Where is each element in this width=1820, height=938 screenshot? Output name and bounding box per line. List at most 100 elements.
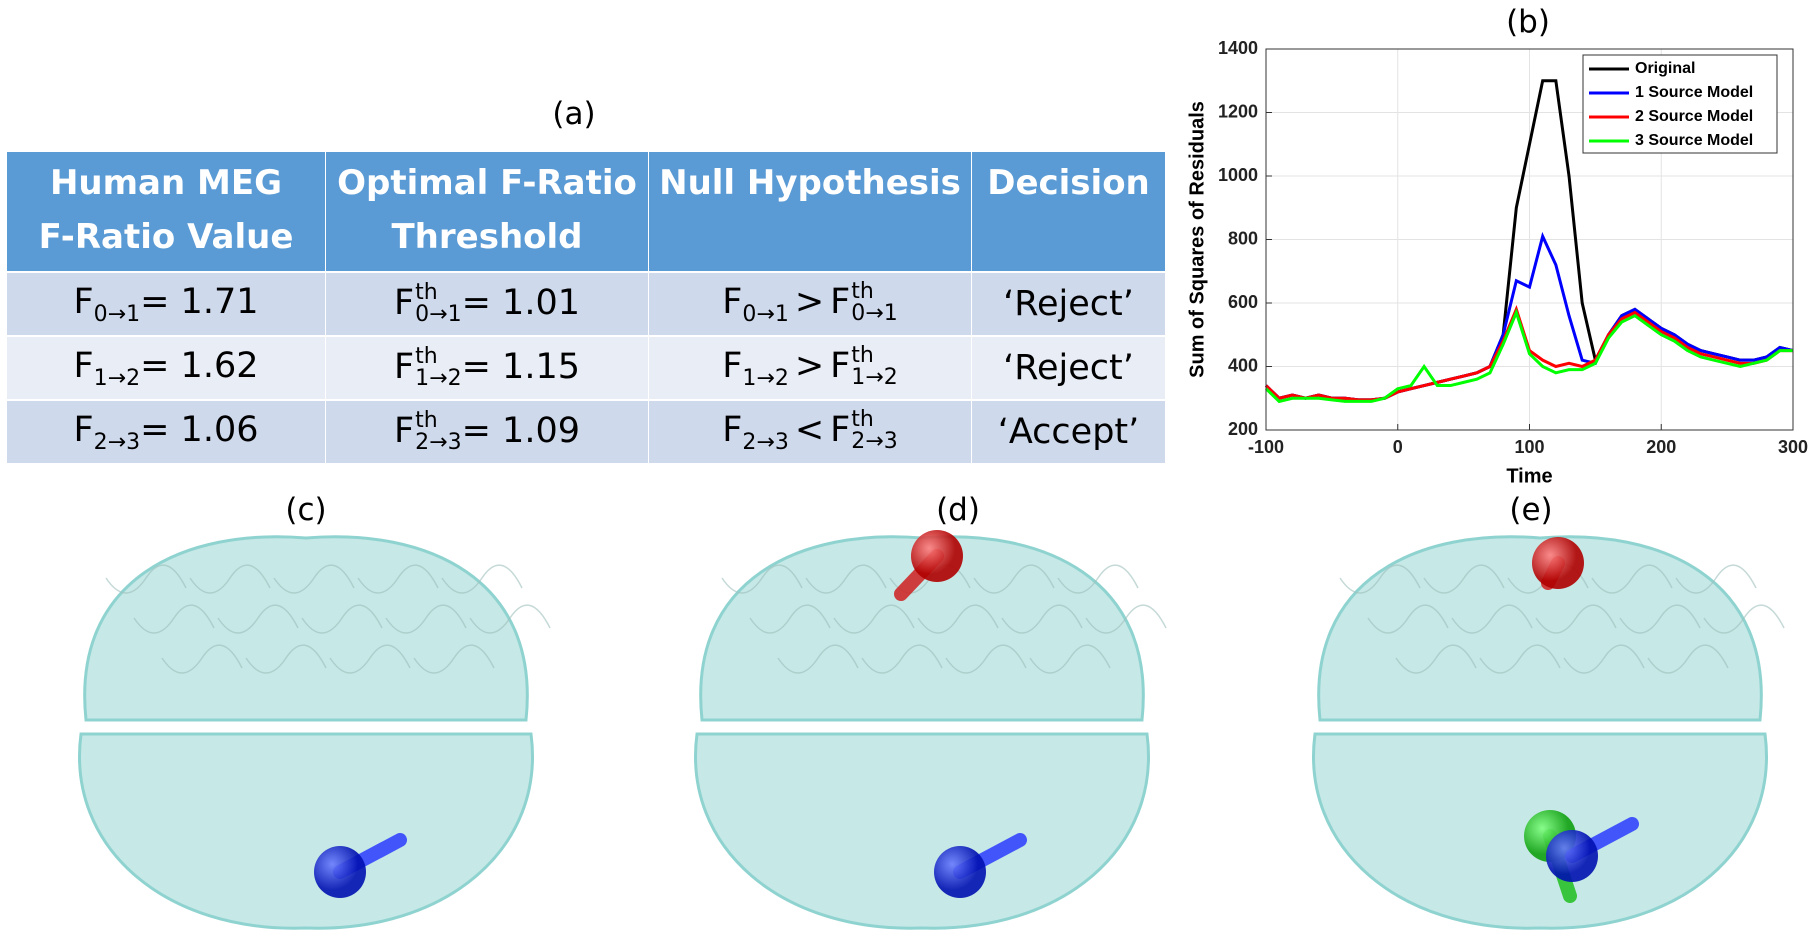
subscript: 1→2: [742, 366, 789, 391]
cell-text: F: [73, 345, 94, 386]
sup-sub: th 0→1: [851, 281, 897, 325]
table-cell: ‘Reject’: [971, 335, 1166, 400]
gyrus: [1703, 604, 1785, 634]
superscript: th: [415, 344, 438, 369]
legend-label: 1 Source Model: [1635, 84, 1753, 101]
gyrus: [301, 604, 383, 634]
gyrus: [1479, 644, 1561, 674]
superscript: th: [415, 280, 438, 305]
header-text: Decision: [987, 163, 1150, 203]
cell-text: F: [830, 282, 851, 322]
y-tick-label: 200: [1228, 419, 1258, 439]
hemisphere: [1317, 535, 1763, 722]
cell-text: F: [722, 282, 743, 322]
sup-sub: th 2→3: [415, 410, 461, 454]
y-tick-label: 1400: [1218, 38, 1258, 58]
gyrus: [833, 604, 915, 634]
gyrus: [1367, 604, 1449, 634]
table-cell: F2→3= 1.06: [7, 399, 326, 463]
cell-text: F: [830, 410, 851, 450]
series-line: [1264, 308, 1793, 404]
legend-label: Original: [1635, 60, 1695, 77]
gyrus: [945, 644, 1027, 674]
sup-sub: th 2→3: [851, 409, 897, 453]
sup-sub: th 1→2: [851, 345, 897, 389]
table-cell: F1→2= 1.62: [7, 335, 326, 400]
header-row: Human MEG F-Ratio Value Optimal F-Ratio Thr…: [7, 152, 1166, 272]
gyrus: [777, 644, 859, 674]
brain: [694, 530, 1167, 930]
panel-label: (b): [1506, 4, 1550, 40]
cell-text: = 1.01: [461, 283, 580, 323]
cell-text: F: [394, 411, 415, 451]
brain-images: [78, 530, 1785, 930]
header-cell: Optimal F-Ratio Threshold: [325, 152, 649, 272]
brain: [78, 535, 551, 930]
gyrus: [721, 564, 803, 594]
gyrus: [245, 644, 327, 674]
cell-text: = 1.71: [140, 281, 259, 322]
cell-text: F: [73, 281, 94, 322]
header-text: Human MEG: [49, 163, 283, 203]
gyrus: [917, 604, 999, 634]
subscript: 0→1: [742, 302, 789, 327]
dipole-source: [1532, 537, 1584, 589]
superscript: th: [851, 407, 874, 432]
cell-text: ‘Accept’: [997, 412, 1140, 452]
cell-text: F: [73, 409, 94, 450]
header-text: F-Ratio Value: [38, 217, 294, 257]
superscript: th: [851, 279, 874, 304]
subscript: 0→1: [93, 301, 141, 327]
legend-label: 2 Source Model: [1635, 108, 1753, 125]
gyrus: [1057, 564, 1139, 594]
gyrus: [1591, 564, 1673, 594]
subscript: 1→2: [415, 366, 462, 391]
cell-text: F: [722, 410, 743, 450]
gyrus: [469, 604, 551, 634]
header-text: Threshold: [391, 217, 583, 257]
gyrus: [973, 564, 1055, 594]
header-text: Optimal F-Ratio: [337, 163, 637, 203]
y-axis-label: Sum of Squares of Residuals: [1186, 101, 1208, 378]
gyrus: [1619, 604, 1701, 634]
gyrus: [805, 564, 887, 594]
cell-text: ‘Reject’: [1003, 284, 1134, 324]
subscript: 0→1: [851, 301, 898, 326]
line-chart: 200 400 600 800 1000 1200 1400 -100 0 100 200 300 Ti…: [1186, 38, 1808, 488]
superscript: th: [851, 343, 874, 368]
dipole-source: [911, 530, 963, 582]
brain: [1312, 535, 1785, 930]
y-tick-label: 400: [1228, 355, 1258, 375]
gyrus: [217, 604, 299, 634]
x-axis-label: Time: [1506, 465, 1552, 487]
table-cell: ‘Reject’: [971, 271, 1166, 336]
panel-label: (d): [936, 492, 980, 528]
gyrus: [189, 564, 271, 594]
panel-label: (a): [552, 96, 596, 132]
cell-text: F: [722, 346, 743, 386]
header-cell: Decision: [971, 152, 1166, 272]
y-tick-label: 1200: [1218, 101, 1258, 121]
y-tick-label: 600: [1228, 292, 1258, 312]
subscript: 2→3: [415, 430, 462, 455]
gyrus: [749, 604, 831, 634]
cell-text: = 1.62: [140, 345, 259, 386]
cell-text: >: [794, 282, 825, 322]
gyrus: [861, 644, 943, 674]
gyrus: [1423, 564, 1505, 594]
x-tick-label: 300: [1778, 437, 1808, 457]
sup-sub: th 1→2: [415, 346, 461, 390]
gyrus: [133, 604, 215, 634]
gyrus: [357, 564, 439, 594]
subscript: 2→3: [742, 430, 789, 455]
cell-text: F: [394, 283, 415, 323]
table-cell: ‘Accept’: [971, 399, 1166, 463]
header-text: Null Hypothesis: [659, 163, 961, 203]
cell-text: <: [794, 410, 825, 450]
